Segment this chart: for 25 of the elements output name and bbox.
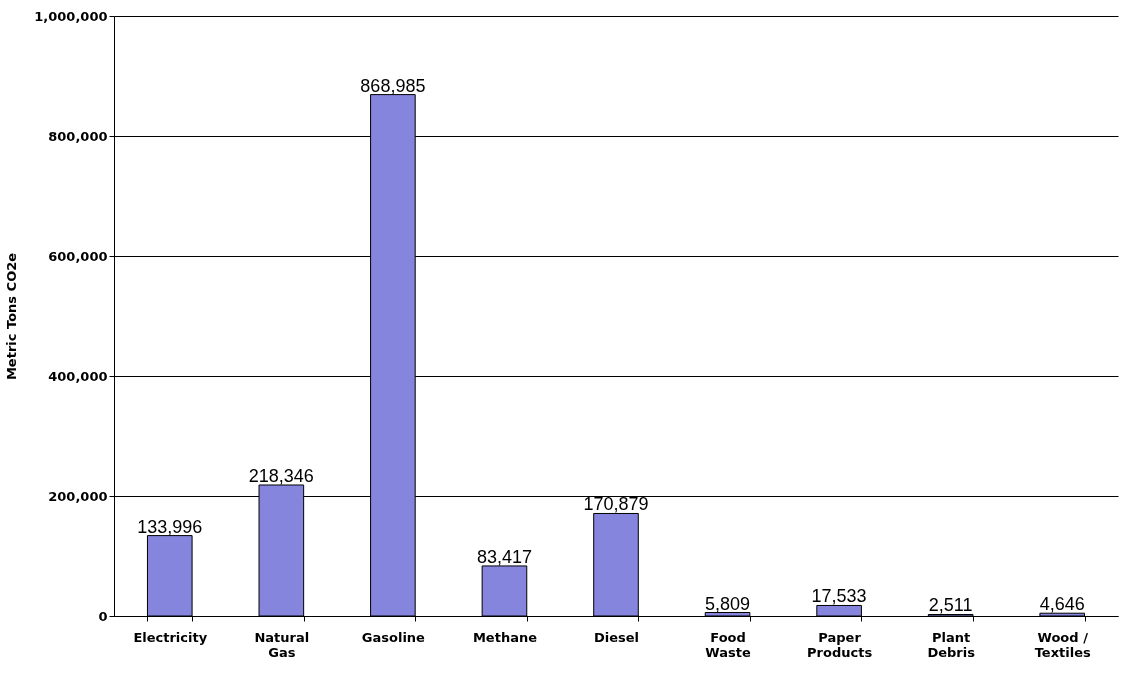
data-label: 2,511: [928, 595, 973, 616]
y-tick-label: 1,000,000: [34, 8, 108, 24]
data-label: 868,985: [360, 75, 426, 96]
y-tick-label: 600,000: [48, 248, 108, 264]
data-label: 4,646: [1039, 594, 1085, 615]
x-tick-label: Gasoline: [361, 629, 426, 645]
x-tick-label: Plant Debris: [927, 629, 976, 660]
data-label: 17,533: [811, 586, 867, 607]
y-tick-label: 400,000: [48, 368, 108, 384]
data-label: 5,809: [705, 593, 751, 614]
x-tick-label: Wood / Textiles: [1034, 629, 1091, 660]
x-tick-label: Food Waste: [705, 629, 751, 660]
x-tick-label: Paper Products: [807, 629, 873, 660]
x-tick-label: Electricity: [133, 629, 208, 645]
y-axis-title: Metric Tons CO2e: [4, 252, 20, 381]
x-tick-label: Diesel: [593, 629, 640, 645]
data-label: 83,417: [476, 546, 532, 567]
y-tick-label: 0: [98, 608, 108, 624]
x-tick-label: Methane: [472, 629, 538, 645]
data-label: 218,346: [248, 465, 314, 486]
data-label: 133,996: [137, 516, 203, 537]
y-tick-label: 200,000: [48, 488, 108, 504]
x-tick-label: Natural Gas: [254, 629, 310, 660]
y-tick-label: 800,000: [48, 128, 108, 144]
data-label: 170,879: [583, 494, 649, 515]
